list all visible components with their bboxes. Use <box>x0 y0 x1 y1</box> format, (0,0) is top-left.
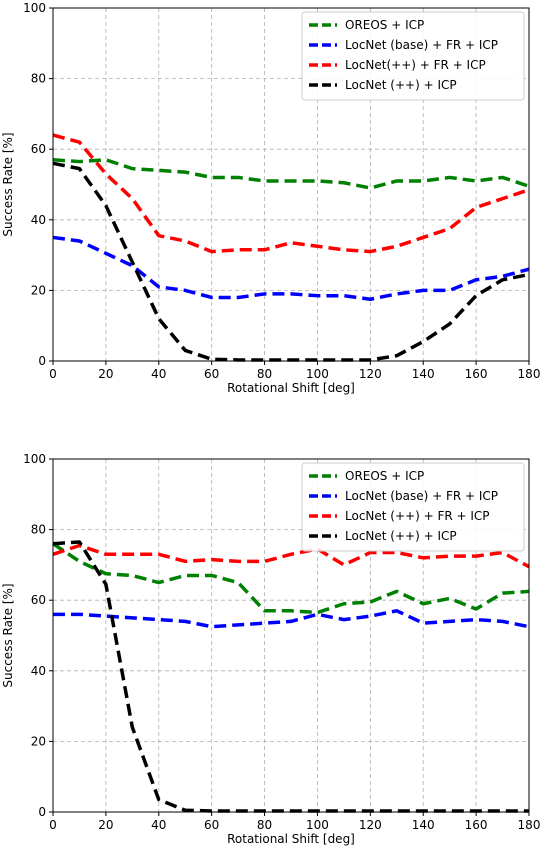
x-tick-label: 0 <box>49 818 57 832</box>
series-line-1 <box>52 542 530 615</box>
x-tick-label: 100 <box>306 367 329 381</box>
x-tick-label: 20 <box>98 367 113 381</box>
x-tick-label: 60 <box>204 367 219 381</box>
plot-frame <box>52 7 530 362</box>
y-tick-label: 80 <box>31 72 46 86</box>
y-tick-label: 40 <box>31 664 46 678</box>
y-tick-label: 40 <box>31 213 46 227</box>
series-line-2 <box>53 609 530 629</box>
x-tick-label: 80 <box>257 818 272 832</box>
y-tick-label: 0 <box>38 354 46 368</box>
legend-entry: LocNet (base) + FR + ICP <box>345 489 498 503</box>
y-axis-label: Success Rate [%] <box>1 132 15 236</box>
plot-frame <box>52 458 530 813</box>
y-tick-label: 100 <box>23 1 46 15</box>
x-tick-label: 140 <box>412 818 435 832</box>
x-tick-label: 120 <box>359 367 382 381</box>
x-tick-label: 40 <box>151 818 166 832</box>
legend-entry: LocNet (++) + ICP <box>345 529 457 543</box>
legend-entry: LocNet (++) + ICP <box>345 78 457 92</box>
x-tick-label: 20 <box>98 818 113 832</box>
legend-entry: OREOS + ICP <box>345 469 424 483</box>
legend-entry: LocNet(++) + FR + ICP <box>345 58 486 72</box>
x-tick-label: 180 <box>518 818 541 832</box>
x-tick-label: 80 <box>257 367 272 381</box>
y-tick-label: 0 <box>38 805 46 819</box>
y-tick-label: 100 <box>23 452 46 466</box>
y-tick-label: 20 <box>31 283 46 297</box>
x-tick-label: 180 <box>518 367 541 381</box>
x-axis-label: Rotational Shift [deg] <box>227 832 355 846</box>
series-line-3 <box>52 133 530 254</box>
y-tick-label: 60 <box>31 142 46 156</box>
x-axis-label: Rotational Shift [deg] <box>227 381 355 395</box>
x-tick-label: 100 <box>306 818 329 832</box>
x-tick-label: 160 <box>465 367 488 381</box>
legend-entry: LocNet (base) + FR + ICP <box>345 38 498 52</box>
x-tick-label: 40 <box>151 367 166 381</box>
series-line-4 <box>52 540 529 813</box>
legend-box <box>301 11 525 101</box>
x-tick-label: 120 <box>359 818 382 832</box>
legend-entry: LocNet (++) + FR + ICP <box>345 509 490 523</box>
series-line-2 <box>52 235 530 301</box>
y-axis-label: Success Rate [%] <box>1 583 15 687</box>
x-tick-label: 0 <box>49 367 57 381</box>
y-tick-label: 20 <box>31 734 46 748</box>
chart-bottom: 0 20 40 60 80 100 120 140 160 180020406080100Rota… <box>1 452 540 846</box>
y-tick-label: 80 <box>31 523 46 537</box>
y-tick-label: 60 <box>31 593 46 607</box>
chart-top: 0 20 40 60 80 100 120 140 160 180020406080100Rota… <box>1 1 540 395</box>
legend-box <box>301 462 525 552</box>
x-tick-label: 160 <box>465 818 488 832</box>
legend-entry: OREOS + ICP <box>345 18 424 32</box>
series-line-1 <box>52 158 530 190</box>
x-tick-label: 60 <box>204 818 219 832</box>
series-line-4 <box>52 161 530 362</box>
series-line-3 <box>52 543 530 569</box>
x-tick-label: 140 <box>412 367 435 381</box>
